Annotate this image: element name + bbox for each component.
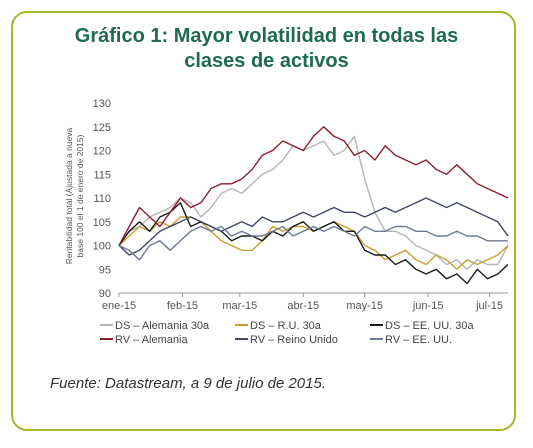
legend-entry: DS – EE. UU. 30a: [385, 320, 475, 332]
y-axis-label: Rentabilidad total (Ajustada a nueva bas…: [64, 127, 85, 264]
x-tick-label: feb-15: [167, 300, 198, 312]
series-line: [118, 202, 509, 285]
y-tick-label: 130: [93, 98, 111, 110]
x-tick-label: mar-15: [222, 300, 257, 312]
y-axis-label-line-1: Rentabilidad total (Ajustada a nueva: [64, 127, 74, 264]
y-tick-label: 105: [93, 217, 111, 229]
legend-entry: RV – Alemania: [115, 334, 188, 346]
y-tick-label: 120: [93, 146, 111, 158]
legend-entry: RV – EE. UU.: [385, 334, 452, 346]
series-line: [118, 126, 509, 246]
series-line: [118, 225, 508, 261]
series-lines: [118, 126, 509, 285]
y-tick-label: 100: [93, 241, 111, 253]
x-tick-label: jul-15: [475, 300, 503, 312]
x-tick-label: jun-15: [412, 300, 444, 312]
y-tick-label: 95: [99, 264, 111, 276]
x-tick-label: may-15: [346, 300, 383, 312]
x-tick-labels: ene-15 feb-15 mar-15 abr-15 may-15 jun-15 jul-…: [102, 293, 503, 312]
series-line: [118, 135, 509, 270]
chart-title: Gráfico 1: Mayor volatilidad en todas la…: [0, 24, 533, 74]
legend-entry: DS – Alemania 30a: [115, 320, 210, 332]
y-tick-label: 115: [93, 169, 111, 181]
source-note: Fuente: Datastream, a 9 de julio de 2015…: [50, 375, 327, 392]
x-tick-label: ene-15: [102, 300, 136, 312]
chart-panel: [11, 11, 516, 431]
y-tick-label: 125: [93, 122, 111, 134]
legend-entry: RV – Reino Unido: [250, 334, 338, 346]
y-tick-label: 90: [99, 288, 111, 300]
title-line-2: clases de activos: [184, 50, 349, 72]
y-tick-label: 110: [93, 193, 111, 205]
legend-entry: DS – R.U. 30a: [250, 320, 322, 332]
x-tick-label: abr-15: [287, 300, 319, 312]
title-line-1: Gráfico 1: Mayor volatilidad en todas la…: [74, 25, 459, 47]
legend: DS – Alemania 30a DS – R.U. 30a DS – EE. U…: [100, 320, 475, 346]
y-tick-labels: 90 95 100 105 110 115 120 125 130: [93, 98, 111, 300]
y-axis-label-line-2: base 100 el 1 de enero de 2015): [75, 134, 85, 257]
series-line: [118, 197, 509, 256]
